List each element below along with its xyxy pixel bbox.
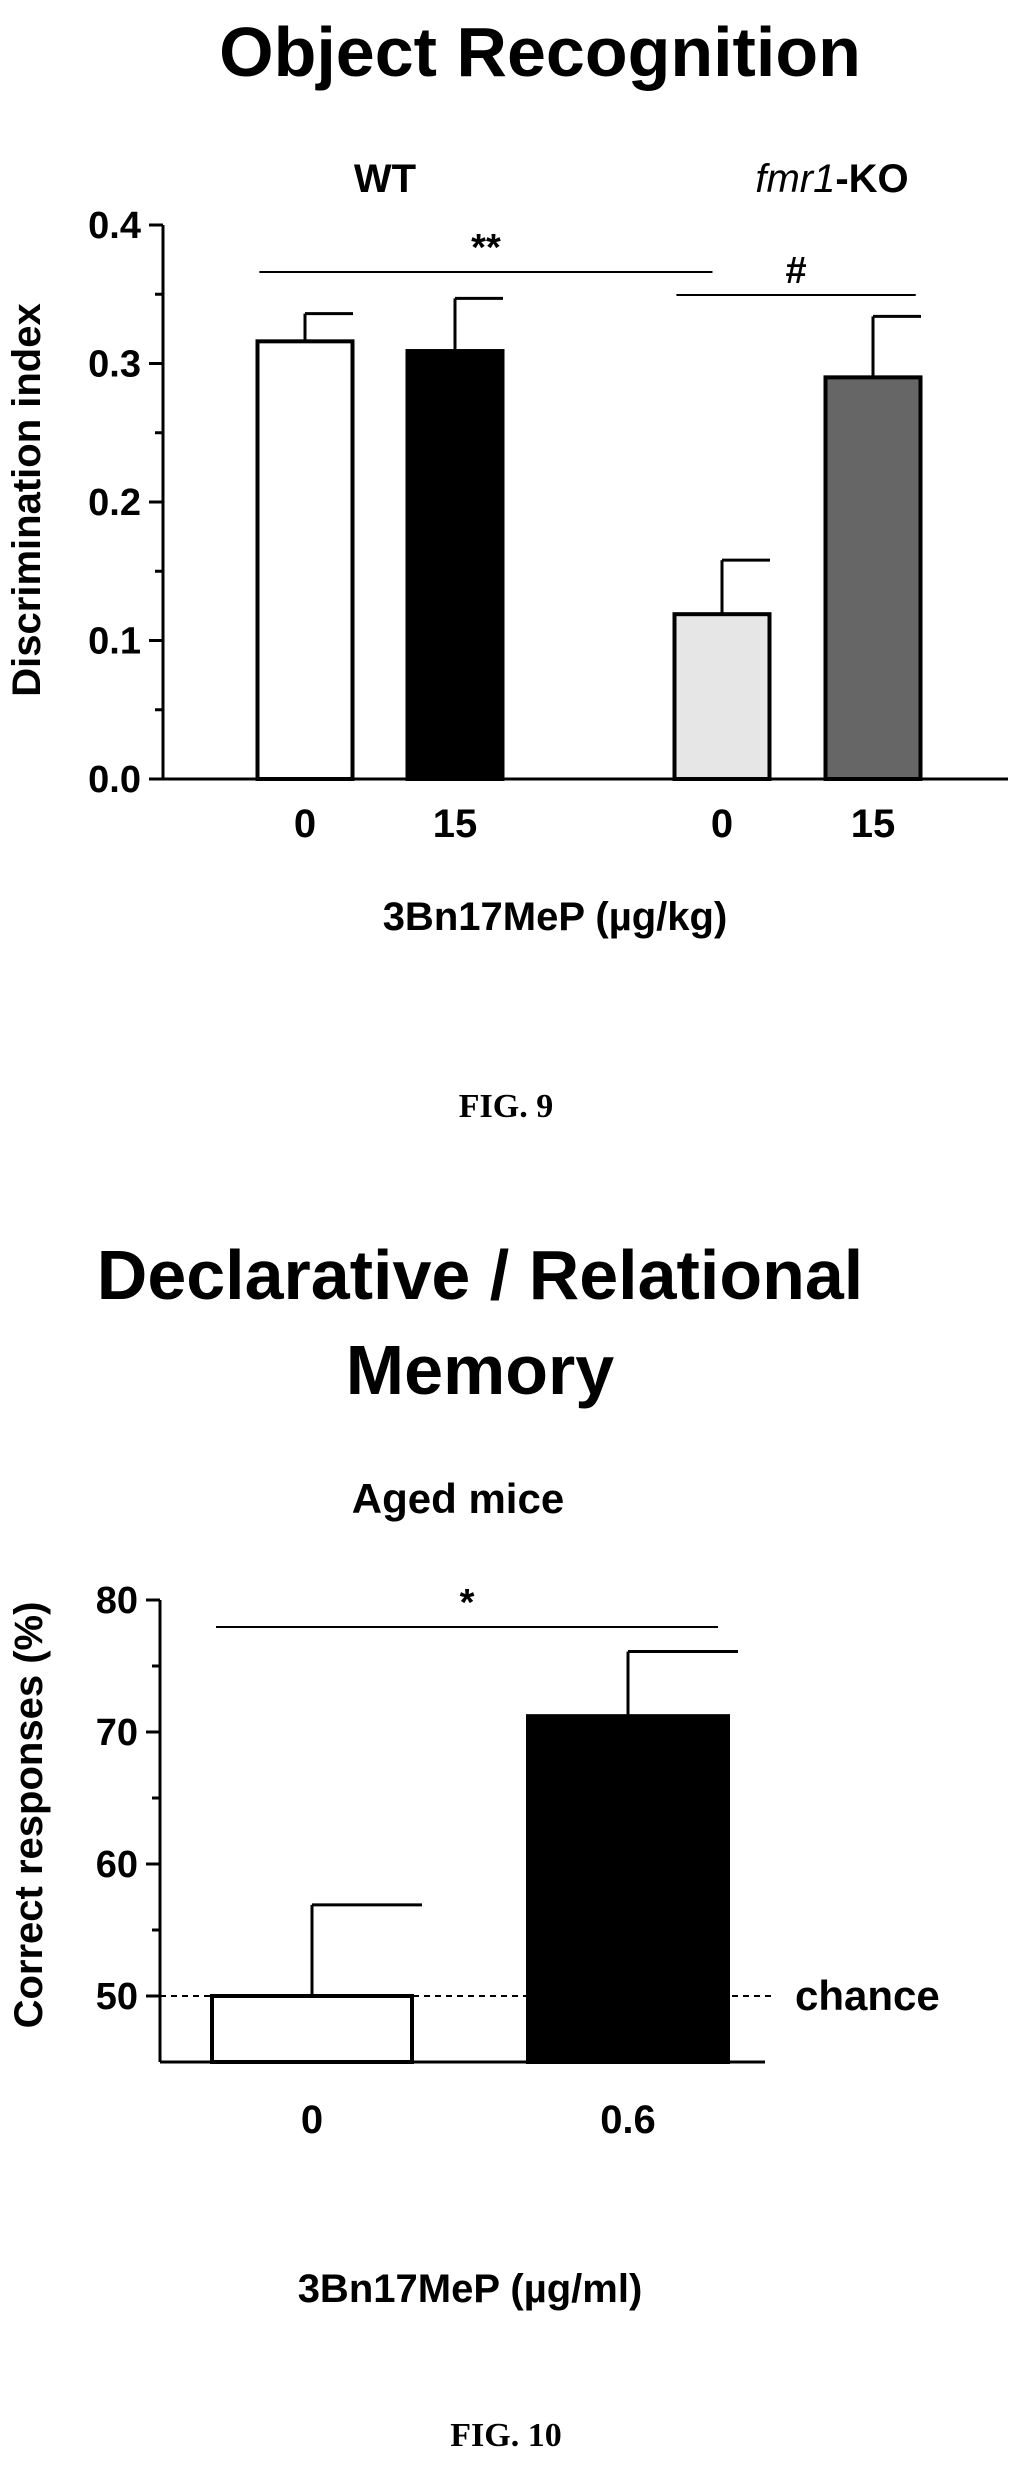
y-tick-label: 70	[96, 1712, 138, 1754]
y-tick-label: 0.0	[88, 759, 141, 801]
category-label: 0	[711, 802, 733, 846]
fig9-caption: FIG. 9	[459, 1088, 553, 1125]
y-tick-label: 0.4	[88, 205, 141, 247]
bar	[405, 349, 505, 781]
chart1-bars: 0 15 0 15	[255, 296, 923, 846]
chart1-ylabel: Discrimination index	[5, 303, 49, 696]
chart2-significance: *	[216, 1582, 718, 1628]
group-label-wt: WT	[354, 157, 416, 201]
fig10-caption: FIG. 10	[450, 2417, 561, 2454]
bar	[255, 339, 355, 781]
group-label-ko: fmr1-KO	[755, 157, 908, 201]
chart1-title: Object Recognition	[219, 13, 861, 91]
bar	[823, 375, 923, 781]
category-label: 15	[851, 802, 896, 846]
category-label: 0	[301, 2098, 323, 2142]
category-label: 15	[433, 802, 478, 846]
y-tick-label: 0.3	[88, 344, 141, 386]
category-label: 0	[294, 802, 316, 846]
bar	[526, 1714, 730, 2065]
chart2-reference-line: chance	[160, 1972, 940, 2019]
chart2-subtitle: Aged mice	[352, 1475, 564, 1522]
y-tick-label: 0.2	[88, 482, 141, 524]
chart1-significance: ** #	[259, 227, 916, 296]
chart-object-recognition: Object Recognition WT fmr1-KO Discrimina…	[5, 13, 1008, 1125]
chart-declarative-memory: Declarative / Relational Memory Aged mic…	[7, 1236, 940, 2454]
category-label: 0.6	[600, 2098, 656, 2142]
y-tick-label: 80	[96, 1580, 138, 1622]
group-label-ko-gene: fmr1	[755, 157, 835, 201]
significance-label: *	[460, 1582, 475, 1624]
significance-label: **	[471, 227, 501, 269]
chance-label: chance	[795, 1972, 940, 2019]
chart2-bars: 0 0.6	[210, 1649, 738, 2142]
y-tick-label: 60	[96, 1844, 138, 1886]
bar	[210, 1994, 414, 2064]
chart2-xlabel: 3Bn17MeP (µg/ml)	[298, 2267, 643, 2311]
group-label-ko-suffix: -KO	[835, 157, 908, 201]
bar	[672, 612, 772, 781]
chart2-ylabel: Correct responses (%)	[7, 1602, 51, 2029]
y-tick-label: 50	[96, 1976, 138, 2018]
y-tick-label: 0.1	[88, 621, 141, 663]
significance-label: #	[786, 250, 807, 292]
chart2-title-line1: Declarative / Relational	[97, 1236, 863, 1314]
chart1-xlabel: 3Bn17MeP (µg/kg)	[383, 895, 728, 939]
chart2-title-line2: Memory	[346, 1331, 614, 1409]
